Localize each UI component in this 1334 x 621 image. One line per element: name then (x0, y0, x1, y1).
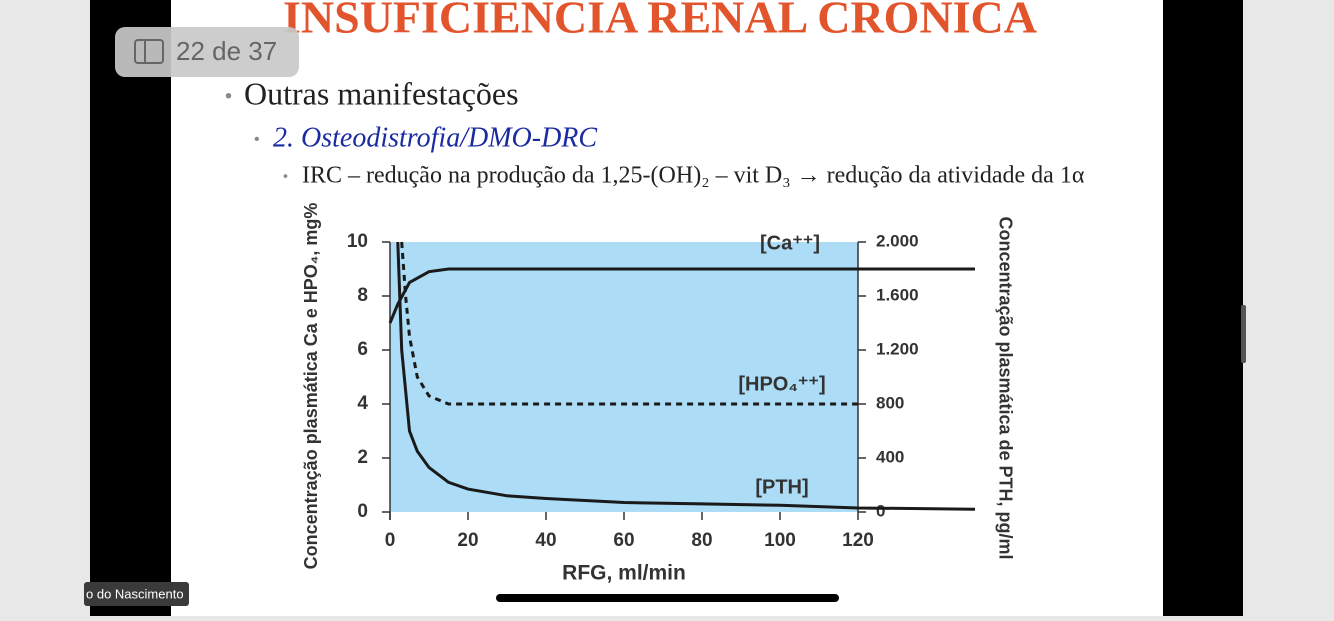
series-line (400, 241, 858, 406)
y-tick-label: 2 (357, 447, 368, 468)
x-tick-label: 0 (385, 530, 396, 551)
slide-title: INSUFICIÊNCIA RENAL CRÔNICA (283, 0, 1037, 43)
y-tick-label: 6 (357, 339, 368, 360)
y2-tick-label: 400 (876, 447, 904, 466)
bullet-2: 2. Osteodistrofia/DMO-DRC (273, 122, 597, 153)
bullet-dot: • (254, 131, 260, 148)
x-tick-label: 60 (613, 530, 634, 551)
x-tick-label: 100 (764, 530, 796, 551)
series-line (388, 267, 975, 324)
y-tick-label: 4 (357, 393, 368, 414)
x-axis-title: RFG, ml/min (562, 562, 686, 585)
name-tag (84, 582, 189, 606)
scroll-handle (1241, 305, 1246, 363)
y2-axis-title: Concentração plasmática de PTH, pg/ml (995, 216, 1015, 559)
x-tick-label: 120 (842, 530, 874, 551)
bullet-1: Outras manifestações (244, 75, 519, 111)
x-tick-label: 80 (691, 530, 712, 551)
y-tick-label: 8 (357, 285, 368, 306)
series-line (396, 241, 976, 511)
series-label: [Ca⁺⁺] (760, 232, 820, 254)
y2-tick-label: 2.000 (876, 231, 919, 250)
bullet-dot: • (283, 168, 288, 184)
series-label: [PTH] (755, 476, 808, 498)
x-tick-label: 40 (535, 530, 556, 551)
y2-tick-label: 1.200 (876, 339, 919, 358)
y-tick-label: 10 (347, 231, 368, 252)
sidebar-icon (134, 39, 164, 64)
page-count: 22 de 37 (176, 36, 277, 66)
home-indicator[interactable] (496, 594, 839, 602)
y2-tick-label: 1.600 (876, 285, 919, 304)
y-axis-title: Concentração plasmática Ca e HPO₄, mg% (301, 203, 321, 570)
plot-background (390, 242, 858, 512)
y-tick-label: 0 (357, 501, 368, 522)
participant-name: o do Nascimento (86, 586, 184, 601)
series-label: [HPO₄⁺⁺] (738, 373, 825, 395)
x-tick-label: 20 (457, 530, 478, 551)
bullet-3: IRC – redução na produção da 1,25-(OH)₂ … (302, 163, 1085, 189)
y2-tick-label: 800 (876, 393, 904, 412)
bullet-dot: • (225, 85, 232, 107)
y2-tick-label: 0 (876, 501, 885, 520)
